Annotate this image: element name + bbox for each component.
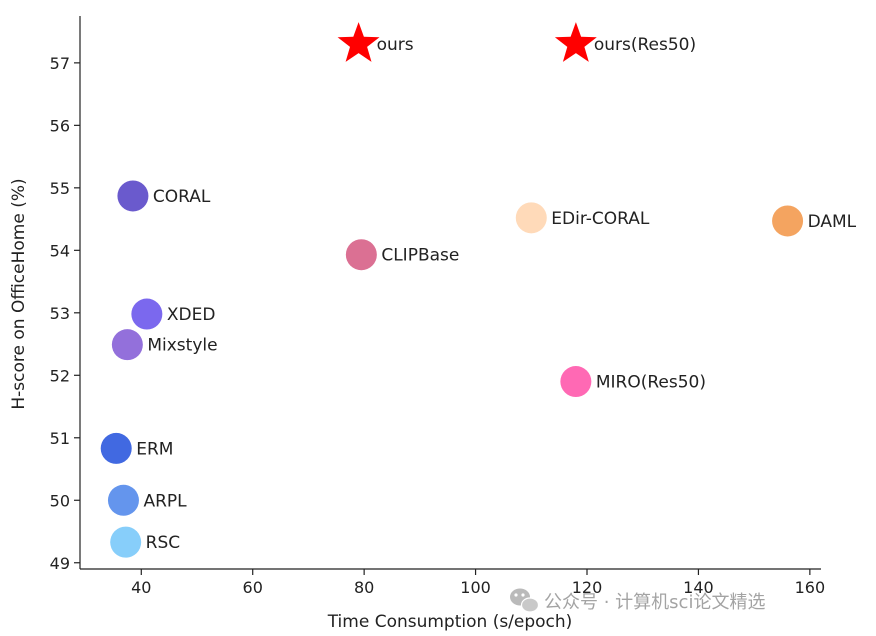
point-label: ARPL [143, 491, 187, 511]
watermark: 公众号 · 计算机sci论文精选 [510, 588, 765, 613]
x-tick-label: 80 [354, 578, 374, 597]
y-tick-label: 53 [50, 304, 70, 323]
point-label: CORAL [153, 187, 211, 207]
point-label: Mixstyle [147, 336, 217, 356]
y-tick-label: 57 [50, 54, 70, 73]
y-tick-label: 50 [50, 491, 70, 510]
point-xded [131, 298, 163, 330]
watermark-text: 公众号 · 计算机sci论文精选 [544, 592, 765, 613]
y-tick-label: 55 [50, 179, 70, 198]
y-tick-label: 52 [50, 366, 70, 385]
point-label: CLIPBase [381, 246, 459, 266]
point-label: ours(Res50) [594, 35, 696, 55]
point-label: EDir-CORAL [551, 209, 650, 229]
point-star-ours-res50 [554, 22, 597, 62]
point-arpl [107, 484, 139, 516]
x-tick-label: 40 [131, 578, 151, 597]
y-tick-label: 49 [50, 554, 70, 573]
data-marks: ours ours(Res50) CORAL EDir-CORAL DAML CLIPBa… [100, 22, 857, 558]
point-erm [100, 432, 132, 464]
y-ticks: 49 50 51 52 53 54 55 56 57 [50, 54, 80, 573]
point-star-ours [337, 22, 380, 62]
point-label: MIRO(Res50) [596, 373, 706, 393]
x-ticks: 40 60 80 100 120 140 160 [131, 569, 825, 597]
point-label: ERM [136, 439, 173, 459]
point-mixstyle [111, 329, 143, 361]
point-clipbase [345, 239, 377, 271]
point-label: XDED [167, 305, 216, 325]
x-axis-label: Time Consumption (s/epoch) [327, 612, 573, 632]
y-tick-label: 56 [50, 116, 70, 135]
axes [79, 16, 821, 570]
y-axis-label: H-score on OfficeHome (%) [9, 178, 29, 409]
point-coral [117, 180, 149, 212]
y-tick-label: 54 [50, 241, 70, 260]
x-tick-label: 160 [795, 578, 826, 597]
x-tick-label: 140 [683, 578, 714, 597]
point-label: ours [377, 35, 414, 55]
point-edir-coral [515, 202, 547, 234]
x-tick-label: 100 [460, 578, 491, 597]
point-miro-res50 [560, 366, 592, 398]
point-daml [772, 205, 804, 237]
x-tick-label: 120 [572, 578, 603, 597]
point-rsc [110, 526, 142, 558]
point-label: DAML [808, 212, 857, 232]
wechat-icon [510, 588, 540, 613]
point-label: RSC [146, 533, 180, 553]
y-tick-label: 51 [50, 429, 70, 448]
x-tick-label: 60 [243, 578, 263, 597]
